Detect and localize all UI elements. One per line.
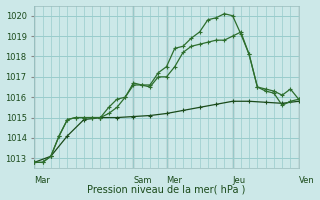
Text: Sam: Sam	[133, 176, 152, 185]
Text: Mer: Mer	[166, 176, 182, 185]
X-axis label: Pression niveau de la mer( hPa ): Pression niveau de la mer( hPa )	[87, 184, 246, 194]
Text: Mar: Mar	[34, 176, 50, 185]
Text: Jeu: Jeu	[233, 176, 246, 185]
Text: Ven: Ven	[299, 176, 315, 185]
